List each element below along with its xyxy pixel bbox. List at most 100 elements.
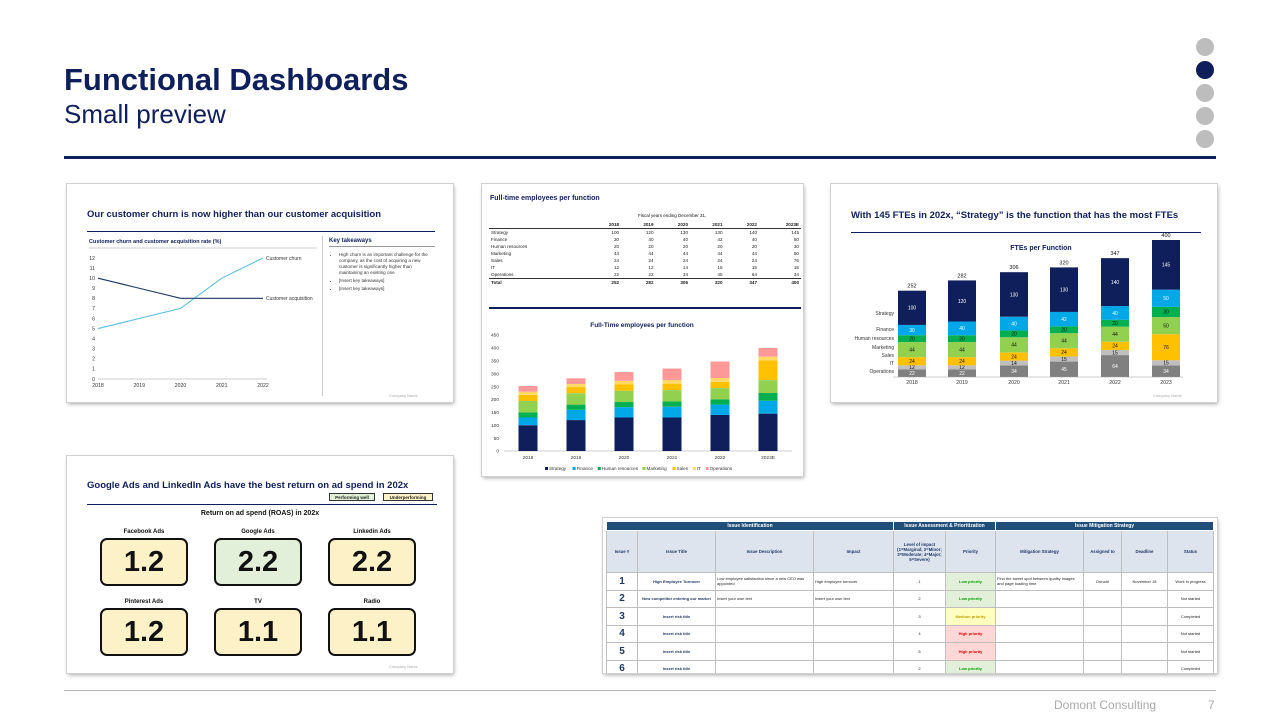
bar-segment <box>948 342 976 358</box>
legend-label: IT <box>697 466 701 471</box>
y-tick-label: 400 <box>491 346 499 352</box>
key-takeaways-list: High churn is an important challenge for… <box>333 252 435 294</box>
segment-label: 22 <box>959 371 965 377</box>
bar-segment <box>1152 334 1180 361</box>
table-cell: 30 <box>613 237 620 243</box>
table-cell: 44 <box>648 251 654 257</box>
row-label: IT <box>491 265 496 271</box>
column-header: Level of impact (1=Marginal; 2=Minor; 3=… <box>893 530 946 573</box>
bar-segment <box>566 393 586 405</box>
table-cell: 45 <box>717 272 723 278</box>
segment-label: 22 <box>909 371 915 377</box>
impact-level: 5 <box>893 642 946 661</box>
y-tick-label: 8 <box>92 296 95 302</box>
mitigation-strategy <box>995 607 1084 626</box>
bar-segment <box>1000 330 1028 338</box>
bar-total-label: 320 <box>1059 260 1068 266</box>
row-label: Finance <box>876 327 894 333</box>
bar-segment <box>662 383 682 391</box>
segment-label: 44 <box>1011 343 1017 349</box>
table-cell: 40 <box>648 237 654 243</box>
issue-title: High Employee Turnover <box>637 572 716 591</box>
row-label: Operations <box>491 272 514 278</box>
bar-segment <box>1050 267 1078 312</box>
deadline <box>1121 659 1168 673</box>
table-row: Finance 30 40 40 42 40 50 <box>489 236 801 243</box>
nav-dot-4[interactable] <box>1196 107 1214 125</box>
table-cell: 34 <box>682 272 689 278</box>
series-label: Customer churn <box>266 256 302 262</box>
table-row: 4 Insert risk title 4 High priority Not star… <box>606 624 1214 643</box>
issue-impact: High employee turnover <box>813 572 894 591</box>
issue-description: Insert your own text <box>715 589 814 608</box>
segment-label: 40 <box>1112 311 1118 317</box>
series-line <box>97 277 263 299</box>
bar-segment <box>614 384 634 391</box>
bar-segment <box>1152 240 1180 290</box>
footer-rule <box>64 690 1216 691</box>
legend-swatch <box>597 467 601 470</box>
bar-segment <box>662 406 682 418</box>
issue-description <box>715 642 814 661</box>
x-tick-label: 2022 <box>1109 380 1121 386</box>
bar-segment <box>948 280 976 322</box>
x-tick-label: 2018 <box>523 455 534 461</box>
table-cell: 400 <box>759 278 801 287</box>
nav-dot-2[interactable] <box>1196 61 1214 79</box>
nav-dot-3[interactable] <box>1196 84 1214 102</box>
column-header: Status <box>1167 530 1214 573</box>
impact-level: 3 <box>893 607 946 626</box>
issue-number: 6 <box>606 659 638 673</box>
table-cell: 100 <box>611 230 620 235</box>
bar-segment <box>662 368 682 381</box>
bar-segment <box>614 402 634 408</box>
bar-segment <box>758 393 778 401</box>
thumbnail-issue-register: Issue Identification Issue Assessment & … <box>603 518 1217 673</box>
assigned-to <box>1083 607 1122 626</box>
bar-segment <box>518 386 538 392</box>
legend-label: Finance <box>577 466 594 471</box>
nav-dot-1[interactable] <box>1196 38 1214 56</box>
row-label: Human resources <box>491 244 528 250</box>
table-cell: 20 <box>648 244 654 250</box>
thumb-title: Full-time employees per function <box>490 195 600 202</box>
bar-segment <box>710 414 730 451</box>
segment-label: 15 <box>1112 350 1118 356</box>
bar-segment <box>1050 361 1078 377</box>
segment-label: 44 <box>909 347 915 353</box>
bar-segment <box>898 365 926 370</box>
issue-impact: Insert your own text <box>813 589 894 608</box>
bar-segment <box>758 360 778 381</box>
thumbnail-fte-function-chart: With 145 FTEs in 202x, “Strategy” is the… <box>831 184 1217 402</box>
segment-label: 45 <box>1061 367 1067 373</box>
segment-label: 50 <box>1163 323 1169 329</box>
column-header: Mitigation Strategy <box>995 530 1084 573</box>
table-cell: 24 <box>751 258 757 264</box>
header-rule <box>64 156 1216 159</box>
bar-segment <box>614 372 634 381</box>
bar-segment <box>518 425 538 451</box>
issue-impact <box>813 607 894 626</box>
thumb-title: Our customer churn is now higher than ou… <box>87 209 382 220</box>
bar-segment <box>1050 348 1078 357</box>
priority-badge: High priority <box>945 624 996 643</box>
legend-label: Sales <box>677 466 689 471</box>
impact-level: 2 <box>893 589 946 608</box>
nav-dot-5[interactable] <box>1196 130 1214 148</box>
table-row: 1 High Employee Turnover Low employee sati… <box>606 572 1214 591</box>
assigned-to <box>1083 659 1122 673</box>
table-cell: 12 <box>648 265 654 271</box>
segment-label: 130 <box>1060 287 1069 293</box>
table-cell: 50 <box>793 251 799 257</box>
bar-total-label: 400 <box>1161 233 1170 239</box>
roas-tile-label: Radio <box>363 599 381 605</box>
segment-label: 24 <box>959 359 965 365</box>
x-tick-label: 2020 <box>619 455 630 461</box>
bar-segment <box>710 388 730 400</box>
table-cell: 64 <box>751 272 757 278</box>
series-line <box>97 257 264 330</box>
bar-segment <box>1000 365 1028 377</box>
header-cell: 2022 <box>724 221 759 229</box>
header-cell: 2021 <box>690 221 725 229</box>
